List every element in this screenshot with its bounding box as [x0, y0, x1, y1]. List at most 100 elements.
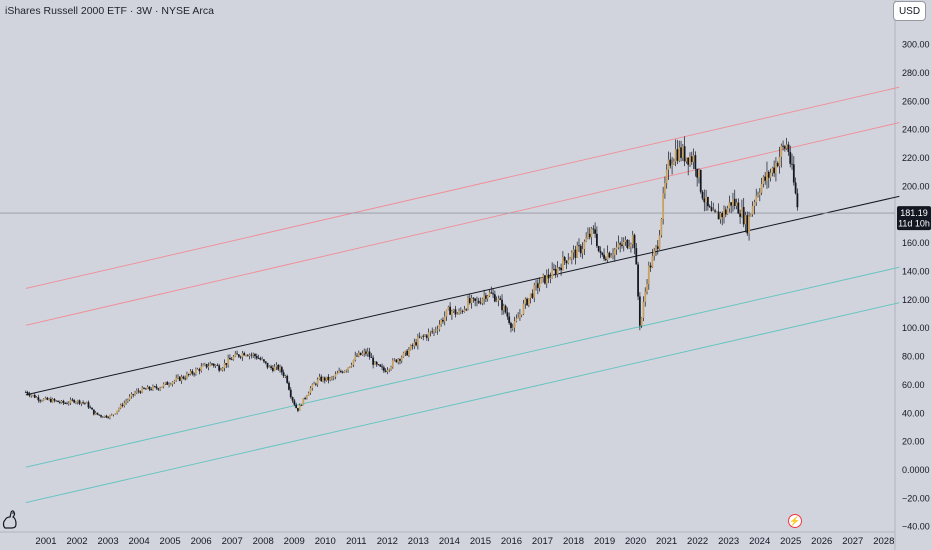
- candle-body-109: [220, 370, 222, 371]
- candle-body-38: [92, 409, 95, 415]
- candle-body-202: [386, 370, 389, 372]
- candle-body-9: [41, 400, 43, 402]
- y-tick-label: 160.00: [902, 238, 930, 248]
- x-tick-label: 2006: [191, 536, 212, 547]
- x-tick-label: 2017: [532, 536, 553, 547]
- candle-body-266: [501, 299, 503, 311]
- candle-body-88: [182, 376, 185, 379]
- candle-body-233: [442, 319, 444, 322]
- candle-body-408: [755, 195, 758, 203]
- candle-body-335: [624, 239, 627, 242]
- candle-body-184: [354, 355, 357, 360]
- candle-body-209: [399, 359, 401, 361]
- y-tick-label: 220.00: [902, 153, 930, 163]
- candle-body-285: [535, 283, 537, 286]
- candle-body-352: [655, 246, 657, 251]
- candle-body-26: [71, 399, 74, 401]
- currency-button[interactable]: USD: [893, 1, 926, 21]
- candle-body-157: [305, 395, 308, 399]
- candle-body-179: [345, 370, 348, 372]
- candle-body-170: [329, 377, 332, 381]
- candle-body-264: [497, 298, 500, 301]
- plot-area: [0, 0, 895, 550]
- x-tick-label: 2020: [625, 536, 646, 547]
- candle-body-158: [307, 392, 310, 396]
- candle-body-63: [137, 390, 140, 392]
- candle-body-180: [347, 367, 349, 371]
- candle-body-425: [785, 144, 788, 149]
- candle-body-340: [633, 234, 636, 249]
- x-tick-label: 2013: [408, 536, 429, 547]
- candle-body-52: [118, 408, 120, 411]
- x-tick-label: 2027: [842, 536, 863, 547]
- candle-body-214: [408, 349, 410, 356]
- candle-body-424: [783, 146, 786, 149]
- candle-body-386: [715, 211, 718, 213]
- candle-body-39: [94, 412, 97, 415]
- candle-body-381: [706, 197, 709, 207]
- candle-body-213: [406, 350, 409, 356]
- candle-body-367: [681, 146, 684, 158]
- candle-body-25: [69, 399, 72, 404]
- tradingview-dino-logo-icon[interactable]: [2, 508, 18, 530]
- candle-body-262: [493, 294, 496, 302]
- x-tick-label: 2025: [780, 536, 801, 547]
- x-tick-label: 2028: [873, 536, 894, 547]
- candle-body-315: [588, 233, 591, 238]
- candle-body-286: [536, 283, 539, 288]
- candle-body-178: [343, 370, 346, 373]
- candle-body-10: [42, 398, 45, 401]
- candle-body-42: [100, 415, 102, 417]
- candle-body-407: [753, 202, 756, 207]
- candle-body-107: [216, 365, 219, 366]
- candle-body-4: [32, 394, 34, 396]
- candle-body-111: [223, 363, 226, 369]
- candle-body-136: [268, 366, 271, 368]
- candle-body-122: [243, 353, 246, 356]
- candle-body-58: [128, 396, 131, 400]
- candle-body-241: [456, 313, 459, 315]
- x-tick-label: 2012: [377, 536, 398, 547]
- candle-body-18: [57, 400, 59, 403]
- candle-body-376: [698, 170, 700, 178]
- candle-body-395: [732, 198, 734, 206]
- candle-body-189: [363, 351, 366, 354]
- candle-body-278: [522, 303, 525, 315]
- candle-body-126: [250, 354, 253, 356]
- candle-body-223: [424, 335, 426, 337]
- candle-body-392: [726, 208, 729, 215]
- candle-body-206: [393, 359, 396, 361]
- candle-body-411: [760, 184, 763, 193]
- candle-body-50: [114, 413, 117, 415]
- candle-body-166: [322, 377, 324, 382]
- candle-body-72: [153, 386, 156, 388]
- candle-body-358: [665, 169, 668, 184]
- candle-body-312: [583, 241, 586, 250]
- candle-body-185: [356, 355, 358, 357]
- x-tick-label: 2008: [253, 536, 274, 547]
- candle-body-144: [282, 372, 285, 377]
- candle-body-258: [486, 295, 489, 299]
- candle-body-359: [667, 159, 670, 170]
- lightning-bolt-icon[interactable]: ⚡: [788, 514, 802, 528]
- candle-body-396: [733, 198, 736, 207]
- x-tick-label: 2019: [594, 536, 615, 547]
- candle-body-237: [449, 306, 452, 315]
- candle-body-313: [585, 238, 588, 242]
- candle-body-129: [255, 356, 258, 359]
- x-tick-label: 2005: [160, 536, 181, 547]
- candle-body-81: [169, 384, 172, 386]
- candle-body-296: [554, 269, 557, 275]
- candle-body-383: [710, 207, 713, 211]
- candle-body-56: [125, 401, 127, 403]
- candle-body-67: [144, 388, 147, 390]
- symbol-title[interactable]: iShares Russell 2000 ETF · 3W · NYSE Arc…: [5, 5, 214, 17]
- candle-body-69: [148, 386, 151, 390]
- candle-body-238: [450, 311, 453, 315]
- candle-body-148: [289, 389, 292, 398]
- candle-body-19: [58, 402, 61, 403]
- candle-body-12: [46, 397, 49, 400]
- candle-body-363: [674, 149, 677, 162]
